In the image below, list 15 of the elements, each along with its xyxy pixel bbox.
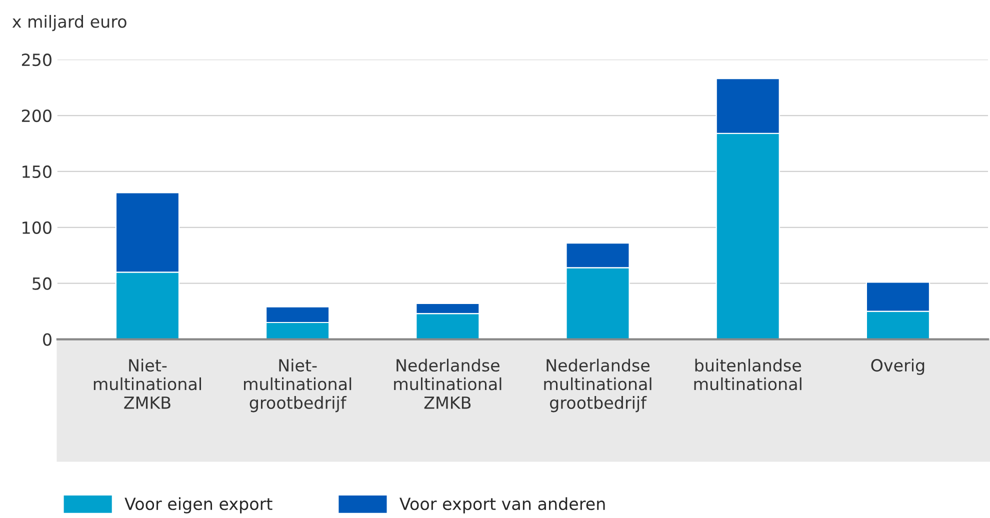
y-tick-label: 250 [22,54,52,66]
x-tick-label: buitenlandse multinational [694,358,802,390]
x-tick-label: Niet- multinational grootbedrijf [244,358,352,412]
legend-label: Voor eigen export [124,497,272,514]
y-tick-label: 100 [22,221,52,234]
y-tick-label: 200 [22,109,52,122]
x-tick-label: Overig [871,358,924,375]
x-tick-label: Niet- multinational ZMKB [94,358,201,409]
x-tick-label: Nederlandse multinational ZMKB [394,358,502,409]
y-tick-label: 0 [43,333,52,346]
y-axis-title: x miljard euro [12,14,126,32]
x-tick-label: Nederlandse multinational grootbedrijf [544,358,652,412]
y-tick-label: 150 [22,165,52,178]
legend-label: Voor export van anderen [400,497,605,514]
y-tick-label: 50 [32,277,52,290]
